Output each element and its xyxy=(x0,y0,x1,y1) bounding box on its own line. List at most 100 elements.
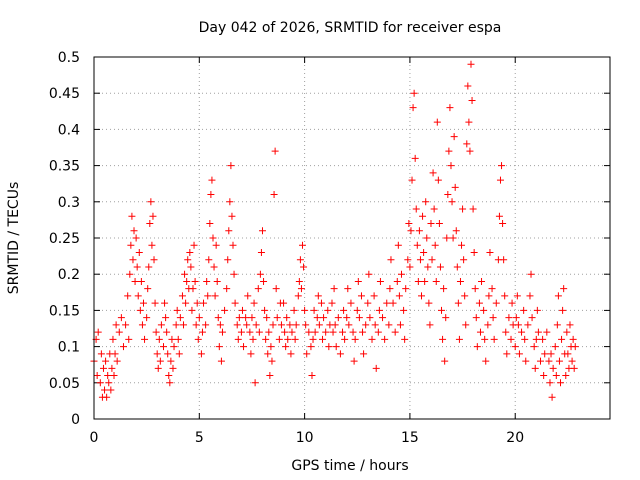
data-point xyxy=(445,147,453,155)
data-point xyxy=(545,357,553,365)
data-point xyxy=(469,205,477,213)
data-point xyxy=(536,357,544,365)
data-point xyxy=(488,285,496,293)
data-point xyxy=(211,292,219,300)
data-point xyxy=(255,328,263,336)
data-point xyxy=(397,270,405,278)
data-point xyxy=(389,299,397,307)
data-point xyxy=(243,321,251,329)
data-point xyxy=(108,364,116,372)
data-point xyxy=(351,335,359,343)
data-point xyxy=(287,350,295,358)
data-point xyxy=(395,292,403,300)
data-point xyxy=(133,263,141,271)
data-point xyxy=(119,343,127,351)
data-point xyxy=(213,277,221,285)
data-point xyxy=(280,299,288,307)
data-point xyxy=(223,285,231,293)
data-point xyxy=(221,306,229,314)
data-point xyxy=(101,386,109,394)
data-point xyxy=(200,299,208,307)
data-point xyxy=(124,292,132,300)
data-point xyxy=(272,285,280,293)
data-point xyxy=(144,285,152,293)
data-point xyxy=(546,379,554,387)
data-point xyxy=(97,350,105,358)
data-point xyxy=(362,321,370,329)
data-point xyxy=(502,328,510,336)
data-point xyxy=(387,256,395,264)
data-point xyxy=(234,335,242,343)
data-point xyxy=(386,285,394,293)
data-point xyxy=(409,104,417,112)
data-point xyxy=(302,321,310,329)
data-point xyxy=(563,328,571,336)
data-point xyxy=(334,314,342,322)
data-point xyxy=(170,343,178,351)
data-point xyxy=(164,350,172,358)
data-point xyxy=(416,256,424,264)
data-point xyxy=(175,350,183,358)
data-point xyxy=(379,314,387,322)
data-point xyxy=(459,205,467,213)
data-point xyxy=(448,198,456,206)
data-point xyxy=(209,234,217,242)
data-point xyxy=(357,292,365,300)
data-point xyxy=(156,357,164,365)
data-point xyxy=(270,191,278,199)
x-tick-label: 20 xyxy=(506,430,524,446)
data-point xyxy=(524,321,532,329)
data-point xyxy=(139,299,147,307)
data-point xyxy=(191,277,199,285)
y-tick-label: 0.35 xyxy=(49,159,80,175)
data-point xyxy=(240,343,248,351)
data-point xyxy=(247,350,255,358)
data-point xyxy=(271,147,279,155)
data-point xyxy=(548,393,556,401)
data-point xyxy=(368,335,376,343)
data-point xyxy=(105,379,113,387)
data-point xyxy=(434,176,442,184)
data-point xyxy=(526,292,534,300)
data-point xyxy=(555,357,563,365)
data-point xyxy=(281,328,289,336)
data-point xyxy=(455,335,463,343)
data-point xyxy=(422,198,430,206)
data-point xyxy=(447,162,455,170)
data-point xyxy=(138,321,146,329)
data-point xyxy=(562,372,570,380)
data-point xyxy=(347,299,355,307)
data-point xyxy=(256,270,264,278)
data-point xyxy=(376,277,384,285)
chart-title: Day 042 of 2026, SRMTID for receiver esp… xyxy=(199,20,502,36)
data-point xyxy=(426,321,434,329)
data-point xyxy=(117,314,125,322)
x-tick-label: 15 xyxy=(401,430,419,446)
data-point xyxy=(472,314,480,322)
data-point xyxy=(160,343,168,351)
data-point xyxy=(478,277,486,285)
data-point xyxy=(482,357,490,365)
data-point xyxy=(204,292,212,300)
data-point xyxy=(126,270,134,278)
data-point xyxy=(129,256,137,264)
data-point xyxy=(441,357,449,365)
data-point xyxy=(499,220,507,228)
data-point xyxy=(224,256,232,264)
data-point xyxy=(307,343,315,351)
data-point xyxy=(564,350,572,358)
data-point xyxy=(456,277,464,285)
data-point xyxy=(454,299,462,307)
data-point xyxy=(141,335,149,343)
data-point xyxy=(131,277,139,285)
data-point xyxy=(354,277,362,285)
data-point xyxy=(381,335,389,343)
y-tick-label: 0.4 xyxy=(58,122,80,138)
data-point xyxy=(273,314,281,322)
data-point xyxy=(569,335,577,343)
data-point xyxy=(566,321,574,329)
data-point xyxy=(424,263,432,271)
data-point xyxy=(518,328,526,336)
data-point xyxy=(461,292,469,300)
data-point xyxy=(311,328,319,336)
